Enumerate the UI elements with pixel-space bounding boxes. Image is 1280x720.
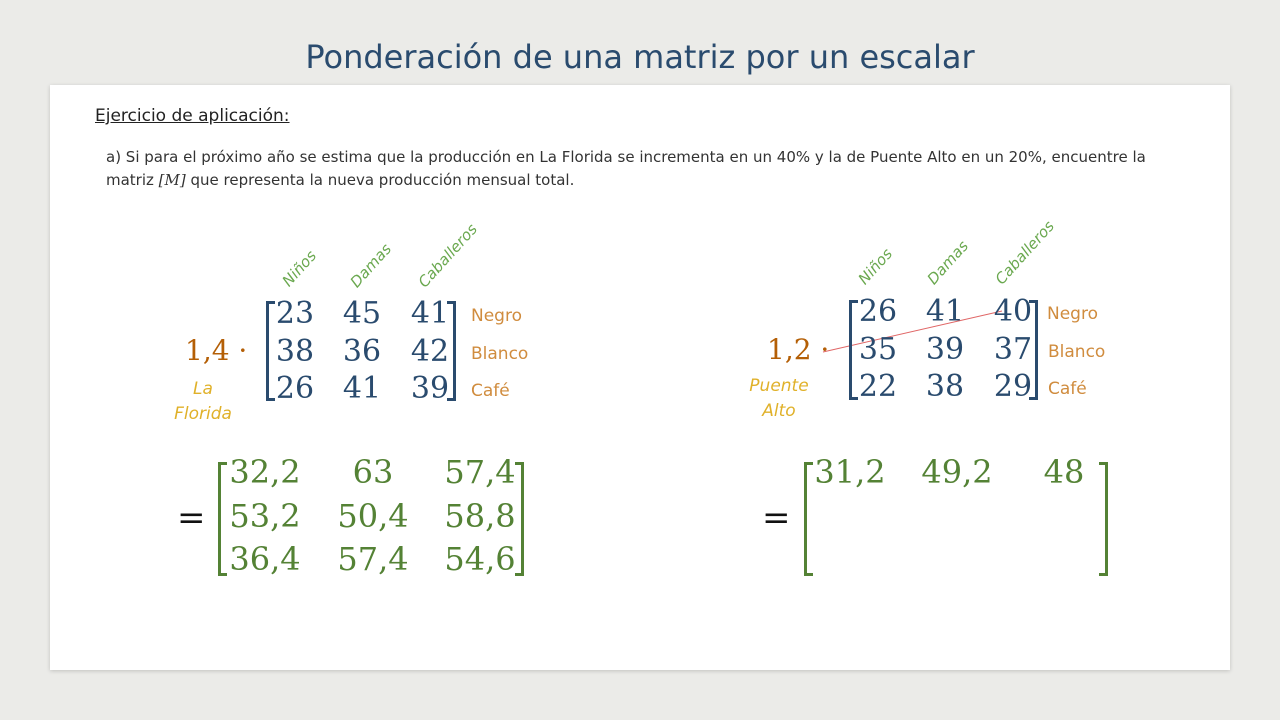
left-matrix-cell: 26 <box>275 371 315 406</box>
exercise-heading: Ejercicio de aplicación: <box>95 106 290 126</box>
left-place-line-1: La <box>193 379 213 399</box>
right-scalar: 1,2 · <box>767 333 830 366</box>
left-matrix-cell: 38 <box>275 334 315 369</box>
left-result-right-bracket <box>515 462 524 576</box>
right-equals-sign: = <box>762 498 791 538</box>
right-row-label-cafe: Café <box>1048 379 1087 399</box>
left-matrix-cell: 45 <box>342 296 382 331</box>
right-place-line-1: Puente <box>749 376 809 396</box>
left-result-cell: 36,4 <box>229 540 301 578</box>
left-row-label-negro: Negro <box>471 306 522 326</box>
matrix-symbol: [M] <box>158 171 186 189</box>
right-matrix-cell: 22 <box>858 369 898 404</box>
slide-title: Ponderación de una matriz por un escalar <box>305 38 975 76</box>
problem-line-2-pre: matriz <box>106 171 159 189</box>
right-matrix-cell: 38 <box>925 369 965 404</box>
right-row-label-blanco: Blanco <box>1048 342 1106 362</box>
left-result-cell: 50,4 <box>337 497 409 535</box>
right-matrix-cell: 39 <box>925 332 965 367</box>
right-result-left-bracket <box>804 462 813 576</box>
left-result-cell: 57,4 <box>444 453 516 491</box>
right-matrix-cell: 29 <box>993 369 1033 404</box>
left-result-left-bracket <box>218 462 227 576</box>
left-scalar: 1,4 · <box>185 334 248 367</box>
right-place-line-2: Alto <box>762 401 796 421</box>
right-matrix-cell: 35 <box>858 332 898 367</box>
left-matrix-cell: 36 <box>342 334 382 369</box>
left-matrix-cell: 41 <box>410 296 450 331</box>
left-equals-sign: = <box>177 498 206 538</box>
left-result-cell: 54,6 <box>444 540 516 578</box>
right-place-label: Puente Alto <box>739 374 819 424</box>
left-place-label: La Florida <box>163 377 243 427</box>
right-result-cell: 48 <box>1043 453 1085 491</box>
left-matrix-right-bracket <box>447 301 456 401</box>
left-row-label-cafe: Café <box>471 381 510 401</box>
problem-line-2-post: que representa la nueva producción mensu… <box>185 171 575 189</box>
left-result-cell: 58,8 <box>444 497 516 535</box>
right-result-cell: 49,2 <box>921 453 993 491</box>
right-row-label-negro: Negro <box>1047 304 1098 324</box>
problem-line-1: a) Si para el próximo año se estima que … <box>106 148 1146 166</box>
left-matrix-cell: 42 <box>410 334 450 369</box>
right-result-cell: 31,2 <box>814 453 886 491</box>
left-place-line-2: Florida <box>174 404 232 424</box>
right-matrix-cell: 37 <box>993 332 1033 367</box>
right-matrix-cell: 26 <box>858 294 898 329</box>
problem-statement: a) Si para el próximo año se estima que … <box>106 146 1166 192</box>
right-matrix-right-bracket <box>1029 300 1038 400</box>
left-result-cell: 53,2 <box>229 497 301 535</box>
left-matrix-cell: 23 <box>275 296 315 331</box>
right-result-right-bracket <box>1099 462 1108 576</box>
problem-line-2: matriz [M] que representa la nueva produ… <box>106 169 1166 192</box>
left-result-cell: 57,4 <box>337 540 409 578</box>
right-matrix-cell: 40 <box>993 294 1033 329</box>
slide-card <box>50 85 1230 670</box>
left-row-label-blanco: Blanco <box>471 344 529 364</box>
left-result-cell: 32,2 <box>229 453 301 491</box>
left-result-cell: 63 <box>352 453 394 491</box>
right-matrix-left-bracket <box>849 300 858 400</box>
right-matrix-cell: 41 <box>925 294 965 329</box>
left-matrix-cell: 39 <box>410 371 450 406</box>
left-matrix-cell: 41 <box>342 371 382 406</box>
left-matrix-left-bracket <box>266 301 275 401</box>
